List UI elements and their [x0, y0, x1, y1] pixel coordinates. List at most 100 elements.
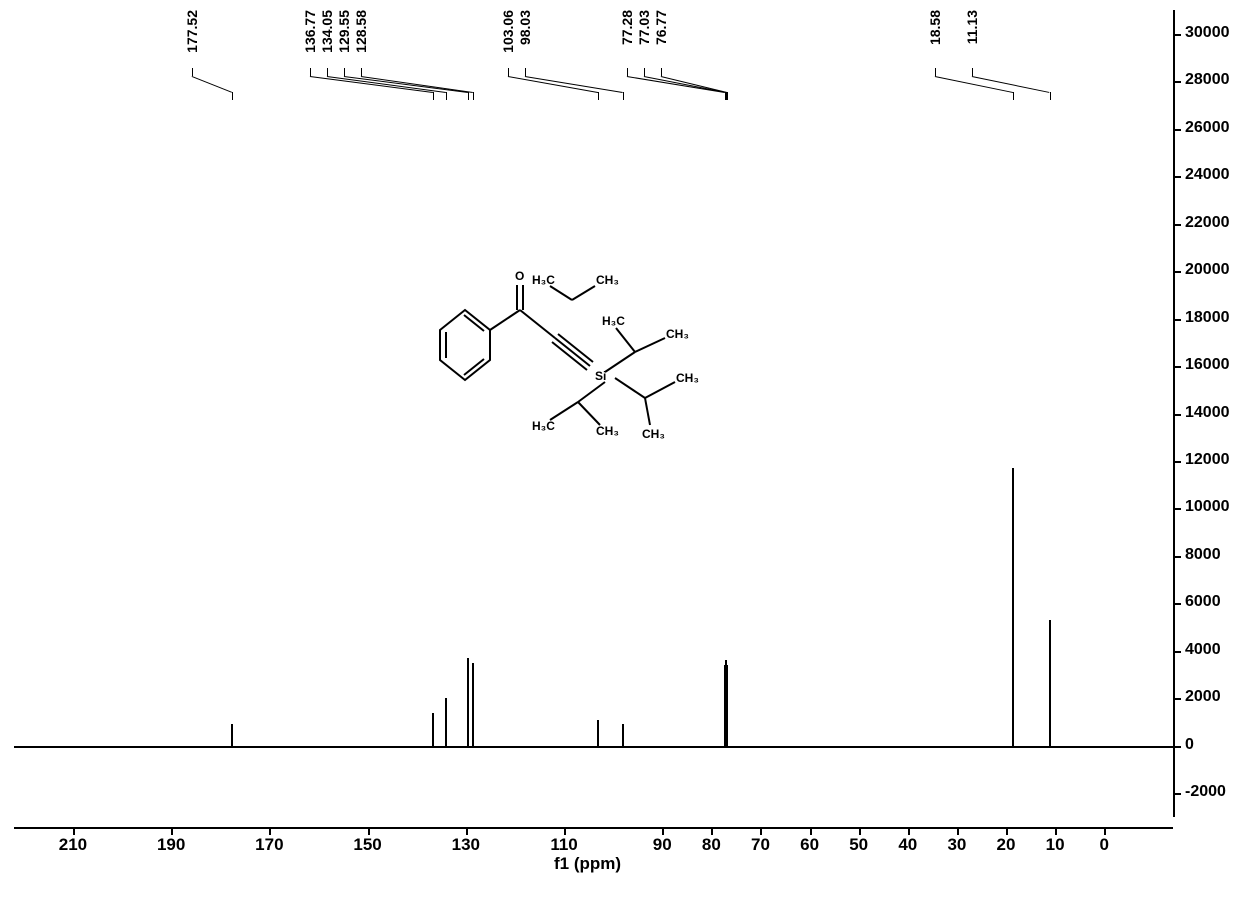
x-tick-label: 10 — [1046, 835, 1065, 855]
y-tick — [1173, 224, 1181, 226]
peak-label: 128.58 — [353, 10, 369, 53]
y-tick — [1173, 508, 1181, 510]
x-tick-label: 30 — [947, 835, 966, 855]
peak-label-stub — [310, 68, 311, 76]
peak-label-connector — [525, 76, 623, 93]
y-tick-label: 20000 — [1185, 261, 1230, 279]
peak-label-stub — [361, 68, 362, 76]
y-tick — [1173, 366, 1181, 368]
peak-label-stub — [1050, 92, 1051, 100]
atom-label-ch3: CH₃ — [676, 371, 699, 385]
peak-label: 98.03 — [517, 10, 533, 45]
peak-label-connector — [327, 76, 446, 93]
y-tick-label: 30000 — [1185, 24, 1230, 42]
y-tick-label: 2000 — [1185, 688, 1221, 706]
x-tick-label: 50 — [849, 835, 868, 855]
peak-label-stub — [232, 92, 233, 100]
peak-label-stub — [727, 92, 728, 100]
atom-label-h3c: H₃C — [532, 273, 555, 287]
y-tick-label: -2000 — [1185, 783, 1226, 801]
y-tick — [1173, 698, 1181, 700]
peak-label-connector — [344, 76, 468, 93]
atom-label-O: O — [515, 269, 524, 283]
peak-label-connector — [627, 76, 725, 93]
y-tick — [1173, 793, 1181, 795]
peak-label-stub — [525, 68, 526, 76]
spectrum-peak — [597, 720, 599, 746]
peak-label-stub — [1013, 92, 1014, 100]
peak-label-stub — [661, 68, 662, 76]
peak-label-stub — [508, 68, 509, 76]
peak-label-connector — [192, 76, 233, 93]
peak-label-connector — [972, 76, 1050, 93]
peak-label-stub — [473, 92, 474, 100]
peak-label-stub — [598, 92, 599, 100]
peak-label-stub — [644, 68, 645, 76]
y-tick-label: 12000 — [1185, 451, 1230, 469]
y-tick — [1173, 271, 1181, 273]
peak-label-stub — [327, 68, 328, 76]
peak-label-stub — [433, 92, 434, 100]
x-tick-label: 90 — [653, 835, 672, 855]
x-tick-label: 110 — [550, 835, 577, 855]
x-tick — [810, 827, 812, 835]
x-axis-title: f1 (ppm) — [554, 854, 621, 874]
x-tick-label: 190 — [157, 835, 185, 855]
y-tick-label: 22000 — [1185, 214, 1230, 232]
atom-label-Si: Si — [595, 369, 606, 383]
spectrum-peak — [445, 698, 447, 745]
x-tick — [1055, 827, 1057, 835]
y-tick-label: 16000 — [1185, 356, 1230, 374]
y-tick — [1173, 556, 1181, 558]
atom-label-ch3: CH₃ — [596, 273, 619, 287]
spectrum-peak — [1012, 468, 1014, 746]
peak-label: 76.77 — [653, 10, 669, 45]
peak-label-stub — [468, 92, 469, 100]
peak-label-connector — [508, 76, 598, 93]
peak-label-stub — [972, 68, 973, 76]
peak-label: 77.03 — [636, 10, 652, 45]
atom-label-ch3: CH₃ — [666, 327, 689, 341]
peak-label: 136.77 — [302, 10, 318, 53]
spectrum-peak — [467, 658, 469, 746]
peak-label: 177.52 — [184, 10, 200, 53]
x-tick — [171, 827, 173, 835]
peak-label-connector — [935, 76, 1013, 93]
x-tick — [1104, 827, 1106, 835]
y-tick — [1173, 603, 1181, 605]
atom-label-h3c: H₃C — [532, 419, 555, 433]
peak-label-stub — [344, 68, 345, 76]
x-tick — [466, 827, 468, 835]
x-tick — [760, 827, 762, 835]
x-tick — [368, 827, 370, 835]
y-tick-label: 0 — [1185, 736, 1194, 754]
peak-label: 129.55 — [336, 10, 352, 53]
y-tick-label: 8000 — [1185, 546, 1221, 564]
peak-label-stub — [446, 92, 447, 100]
peak-label-connector — [661, 76, 727, 93]
y-tick-label: 4000 — [1185, 641, 1221, 659]
y-tick — [1173, 34, 1181, 36]
spectrum-peak — [622, 724, 624, 745]
x-tick-label: 80 — [702, 835, 721, 855]
x-tick-label: 150 — [353, 835, 381, 855]
y-tick — [1173, 746, 1181, 748]
x-tick-label: 60 — [800, 835, 819, 855]
spectrum-peak — [231, 724, 233, 745]
x-tick — [73, 827, 75, 835]
y-tick — [1173, 651, 1181, 653]
atom-label-ch3: CH₃ — [642, 427, 665, 440]
peak-label: 11.13 — [964, 10, 980, 44]
x-tick — [908, 827, 910, 835]
peak-label-stub — [935, 68, 936, 76]
y-tick — [1173, 461, 1181, 463]
spectrum-peak — [726, 665, 728, 746]
molecule-structure: O Si H₃C CH₃ H₃C CH₃ H₃C CH₃ CH₃ CH₃ — [420, 260, 710, 440]
y-tick-label: 28000 — [1185, 71, 1230, 89]
y-tick — [1173, 129, 1181, 131]
spectrum-peak — [432, 713, 434, 746]
x-tick-label: 0 — [1100, 835, 1109, 855]
x-tick-label: 40 — [898, 835, 917, 855]
y-tick-label: 14000 — [1185, 404, 1230, 422]
peak-label: 134.05 — [319, 10, 335, 53]
